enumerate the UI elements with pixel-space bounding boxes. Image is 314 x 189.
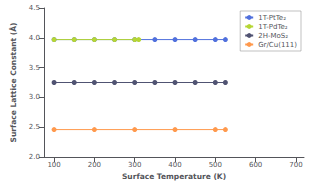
svg-text:300: 300 [128,161,141,169]
svg-text:2.0: 2.0 [29,153,40,161]
svg-text:4.0: 4.0 [29,34,40,42]
svg-text:Surface Lattice Constant (Å): Surface Lattice Constant (Å) [9,23,18,143]
svg-text:1T-PtTe₂: 1T-PtTe₂ [258,14,286,22]
svg-text:3.0: 3.0 [29,93,40,101]
svg-text:200: 200 [88,161,101,169]
svg-text:700: 700 [289,161,302,169]
svg-text:Gr/Cu(111): Gr/Cu(111) [258,41,297,49]
svg-text:500: 500 [209,161,222,169]
svg-text:2.5: 2.5 [29,123,40,131]
svg-text:3.5: 3.5 [29,64,40,72]
svg-text:600: 600 [249,161,262,169]
svg-text:100: 100 [47,161,60,169]
svg-text:1T-PdTe₂: 1T-PdTe₂ [258,23,288,31]
svg-text:4.5: 4.5 [29,4,40,12]
svg-text:Surface Temperature (K): Surface Temperature (K) [122,172,226,181]
svg-text:2H-MoS₂: 2H-MoS₂ [258,32,288,40]
svg-text:400: 400 [168,161,181,169]
